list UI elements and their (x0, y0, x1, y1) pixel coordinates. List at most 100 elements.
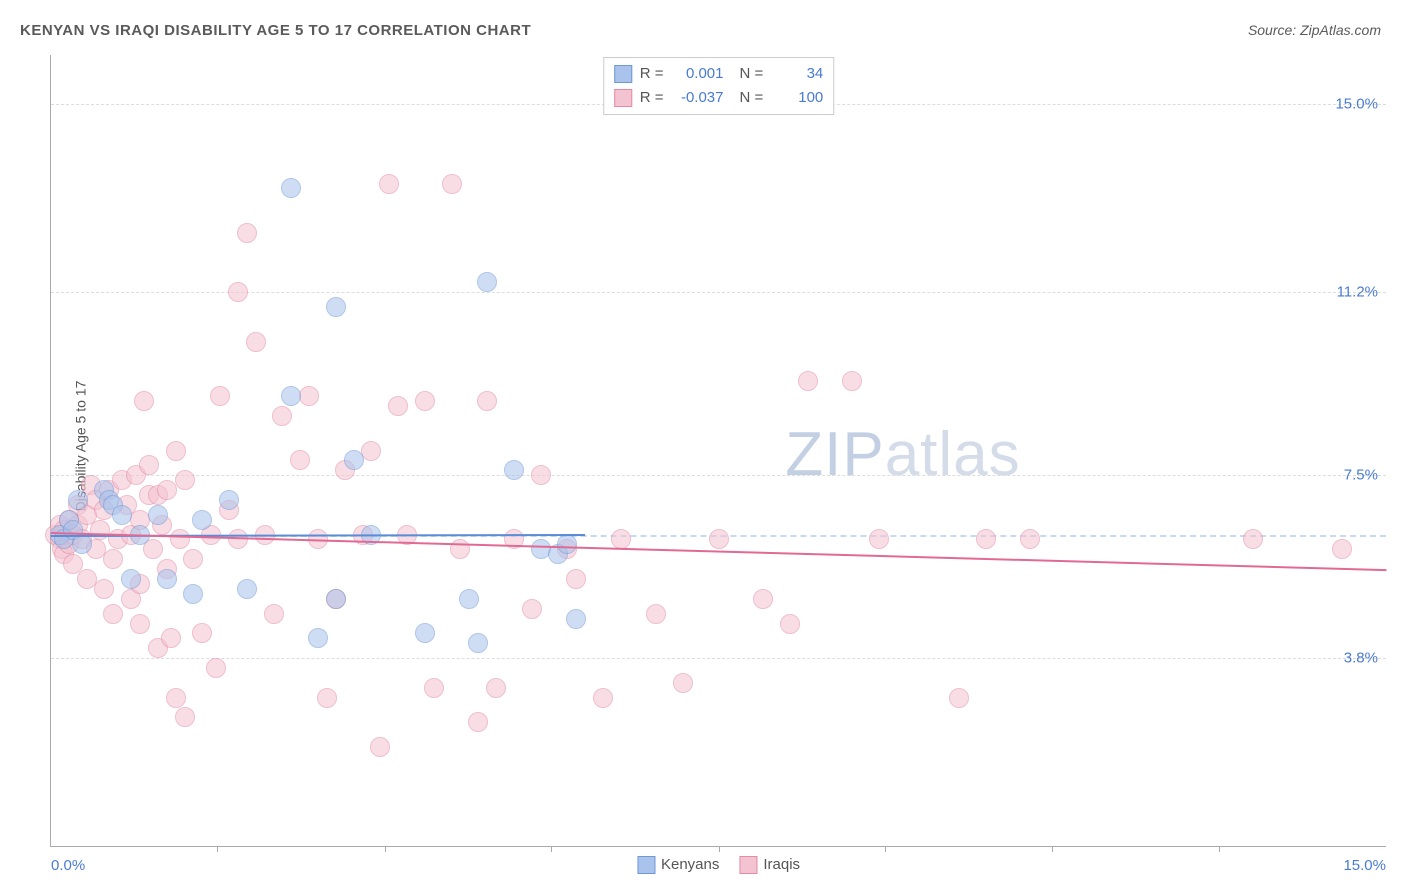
legend-n-label: N = (740, 62, 764, 86)
scatter-point-iraqis (611, 529, 631, 549)
scatter-point-iraqis (170, 529, 190, 549)
x-tick-mark (885, 846, 886, 852)
legend-row-iraqis: R = -0.037 N = 100 (614, 86, 824, 110)
chart-title: KENYAN VS IRAQI DISABILITY AGE 5 TO 17 C… (20, 22, 531, 39)
y-tick-label: 11.2% (1337, 284, 1378, 301)
scatter-point-kenyans (415, 623, 435, 643)
scatter-point-kenyans (183, 584, 203, 604)
scatter-point-kenyans (157, 569, 177, 589)
scatter-point-kenyans (344, 450, 364, 470)
scatter-point-iraqis (192, 623, 212, 643)
scatter-point-iraqis (976, 529, 996, 549)
legend-swatch (637, 856, 655, 874)
scatter-point-iraqis (237, 223, 257, 243)
scatter-point-iraqis (161, 628, 181, 648)
gridline (51, 658, 1386, 659)
x-tick-label: 15.0% (1343, 857, 1386, 874)
legend-r-value: 0.001 (672, 62, 724, 86)
legend-item-kenyans: Kenyans (637, 856, 719, 874)
y-tick-label: 3.8% (1344, 650, 1378, 667)
x-tick-mark (1219, 846, 1220, 852)
x-tick-mark (1052, 846, 1053, 852)
scatter-point-iraqis (780, 614, 800, 634)
scatter-point-iraqis (143, 539, 163, 559)
scatter-point-kenyans (281, 178, 301, 198)
scatter-point-iraqis (299, 386, 319, 406)
scatter-point-iraqis (709, 529, 729, 549)
scatter-point-kenyans (504, 460, 524, 480)
scatter-point-kenyans (148, 505, 168, 525)
scatter-point-iraqis (246, 332, 266, 352)
scatter-point-kenyans (557, 534, 577, 554)
watermark-zip: ZIP (785, 420, 884, 489)
scatter-point-iraqis (646, 604, 666, 624)
scatter-point-iraqis (842, 371, 862, 391)
scatter-point-iraqis (134, 391, 154, 411)
scatter-point-iraqis (370, 737, 390, 757)
scatter-point-kenyans (326, 589, 346, 609)
scatter-point-iraqis (103, 604, 123, 624)
scatter-point-iraqis (317, 688, 337, 708)
scatter-point-iraqis (290, 450, 310, 470)
scatter-point-kenyans (112, 505, 132, 525)
scatter-point-iraqis (522, 599, 542, 619)
scatter-point-kenyans (468, 633, 488, 653)
legend-r-label: R = (640, 86, 664, 110)
scatter-point-kenyans (192, 510, 212, 530)
scatter-point-kenyans (477, 272, 497, 292)
scatter-point-kenyans (68, 490, 88, 510)
chart-source: Source: ZipAtlas.com (1248, 22, 1381, 38)
legend-item-iraqis: Iraqis (739, 856, 800, 874)
legend-label: Kenyans (661, 856, 719, 873)
scatter-point-iraqis (228, 529, 248, 549)
scatter-point-iraqis (361, 441, 381, 461)
scatter-point-iraqis (673, 673, 693, 693)
scatter-point-iraqis (157, 480, 177, 500)
gridline (51, 292, 1386, 293)
legend-correlation: R =0.001N =34R =-0.037N =100 (603, 57, 835, 115)
scatter-point-iraqis (175, 470, 195, 490)
scatter-point-iraqis (424, 678, 444, 698)
scatter-point-iraqis (593, 688, 613, 708)
gridline (51, 475, 1386, 476)
scatter-point-iraqis (210, 386, 230, 406)
scatter-point-iraqis (531, 465, 551, 485)
scatter-point-iraqis (166, 688, 186, 708)
x-tick-mark (217, 846, 218, 852)
scatter-point-iraqis (486, 678, 506, 698)
watermark: ZIPatlas (785, 419, 1020, 490)
scatter-point-iraqis (1332, 539, 1352, 559)
scatter-point-iraqis (798, 371, 818, 391)
scatter-point-iraqis (949, 688, 969, 708)
scatter-point-iraqis (264, 604, 284, 624)
scatter-point-iraqis (130, 614, 150, 634)
scatter-point-iraqis (415, 391, 435, 411)
legend-swatch (614, 89, 632, 107)
scatter-point-kenyans (308, 628, 328, 648)
scatter-point-kenyans (121, 569, 141, 589)
x-tick-mark (385, 846, 386, 852)
x-tick-mark (719, 846, 720, 852)
legend-n-value: 100 (771, 86, 823, 110)
scatter-point-iraqis (228, 282, 248, 302)
legend-n-label: N = (740, 86, 764, 110)
scatter-point-kenyans (72, 534, 92, 554)
scatter-point-kenyans (531, 539, 551, 559)
scatter-point-iraqis (1243, 529, 1263, 549)
scatter-point-iraqis (442, 174, 462, 194)
scatter-point-iraqis (566, 569, 586, 589)
scatter-point-kenyans (237, 579, 257, 599)
scatter-point-iraqis (94, 579, 114, 599)
scatter-point-iraqis (468, 712, 488, 732)
scatter-point-iraqis (477, 391, 497, 411)
scatter-point-iraqis (379, 174, 399, 194)
scatter-point-iraqis (1020, 529, 1040, 549)
x-tick-label: 0.0% (51, 857, 85, 874)
scatter-point-kenyans (459, 589, 479, 609)
scatter-point-iraqis (139, 455, 159, 475)
x-tick-mark (551, 846, 552, 852)
legend-r-value: -0.037 (672, 86, 724, 110)
plot-area: ZIPatlas R =0.001N =34R =-0.037N =100 Ke… (50, 55, 1386, 847)
legend-label: Iraqis (763, 856, 800, 873)
y-tick-label: 15.0% (1335, 96, 1378, 113)
